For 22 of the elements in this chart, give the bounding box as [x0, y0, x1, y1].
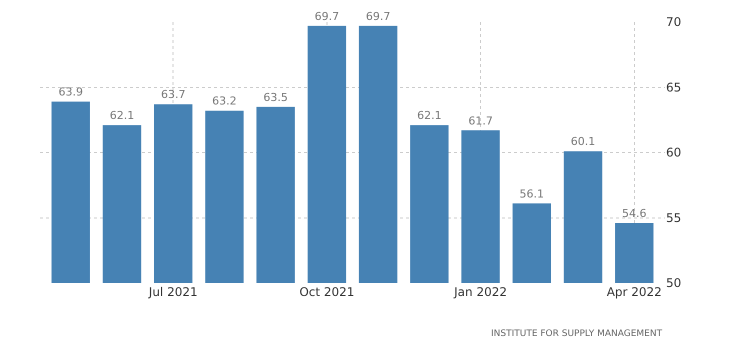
x-tick-label: Jan 2022: [453, 285, 507, 299]
x-tick-label: Jul 2021: [148, 285, 198, 299]
y-tick-label: 65: [666, 80, 682, 94]
x-tick-label: Oct 2021: [299, 285, 354, 299]
y-tick-label: 60: [666, 146, 682, 160]
text: INSTITUTE FOR SUPPLY MANAGEMENT: [491, 329, 663, 339]
data-label: 60.1: [570, 135, 596, 148]
data-label: 63.7: [160, 88, 186, 102]
data-label: 63.2: [212, 94, 237, 108]
data-label: 63.5: [263, 90, 288, 104]
y-tick-label: 50: [666, 276, 682, 290]
data-label: 69.7: [314, 10, 340, 23]
data-label: 61.7: [468, 114, 493, 128]
x-tick-label: Apr 2022: [606, 285, 662, 299]
data-label: 62.1: [417, 109, 442, 122]
data-label: 63.9: [58, 86, 83, 99]
data-label: 69.7: [366, 10, 390, 23]
data-label: 62.1: [110, 109, 134, 122]
y-tick-label: 55: [666, 210, 682, 225]
data-label: 54.6: [622, 206, 647, 220]
y-tick-label: 70: [666, 15, 682, 30]
data-label: 56.1: [520, 187, 544, 200]
